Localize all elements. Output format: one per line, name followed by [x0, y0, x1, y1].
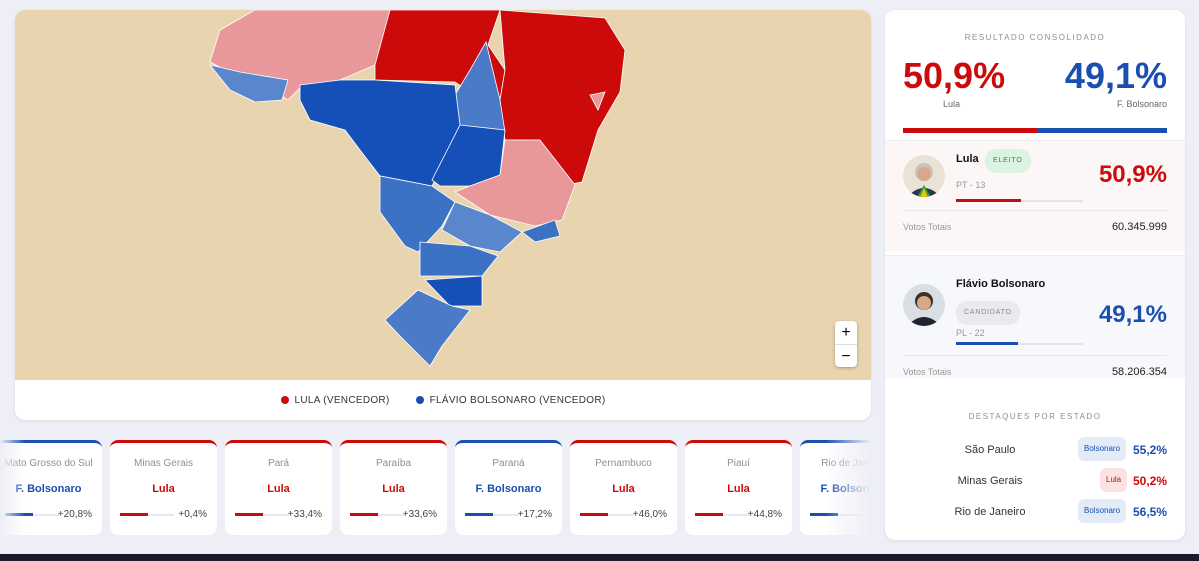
zoom-in[interactable]: + [835, 321, 857, 345]
state-card: Pará Lula +33,4% [225, 440, 332, 535]
state-name: Mato Grosso do Sul [4, 458, 93, 469]
state-winner: Lula [612, 483, 635, 495]
share-bar [956, 342, 1019, 345]
candidate-share: 49,1% [1098, 301, 1167, 328]
summary-bar [903, 128, 1038, 133]
share-track [956, 343, 1083, 345]
summary-share: 49,1% [1064, 55, 1167, 96]
legend-item: LULA (VENCEDOR) [280, 394, 390, 406]
highlight-share: 56,5% [1132, 505, 1167, 519]
candidate-party: PL - 22 [956, 328, 985, 338]
highlight-winner: Bolsonaro [1078, 499, 1127, 523]
state-winner: Lula [267, 483, 290, 495]
state-card: Paraíba Lula +33,6% [340, 440, 447, 535]
candidate-share: 50,9% [1098, 161, 1167, 188]
map-card: + − LULA (VENCEDOR) FLÁVIO BOLSONARO (VEN… [15, 10, 871, 420]
summary-name: F. Bolsonaro [1116, 99, 1167, 109]
state-name: Paraíba [375, 458, 412, 469]
state-card: Piauí Lula +44,8% [685, 440, 792, 535]
summary-share: 50,9% [903, 55, 1006, 96]
candidate-photo [903, 284, 945, 326]
state-winner: Lula [152, 483, 175, 495]
state-winner: F. Bolsonaro [15, 483, 82, 495]
state-margin: +46,0% [632, 509, 667, 520]
candidate-party: PT - 13 [956, 180, 986, 190]
legend-dot [280, 396, 289, 404]
candidate-name: Lula [956, 153, 979, 165]
divider [903, 355, 1167, 356]
margin-bar [120, 513, 148, 516]
votes-label: Votos Totais [903, 222, 952, 232]
map [15, 10, 871, 380]
state-card: Paraná F. Bolsonaro +17,2% [455, 440, 562, 535]
state-margin: +20,8% [57, 509, 92, 520]
votes: 60.345.999 [1111, 221, 1167, 233]
legend-item: FLÁVIO BOLSONARO (VENCEDOR) [415, 394, 606, 406]
votes-label: Votos Totais [903, 367, 952, 377]
candidate-card: Lula ELEITO PT - 13 50,9% Votos Totais 60.345… [885, 140, 1185, 251]
margin-bar [350, 513, 378, 516]
state-name: Piauí [727, 458, 750, 469]
legend-label: LULA (VENCEDOR) [294, 394, 390, 406]
state-card: Pernambuco Lula +46,0% [570, 440, 677, 535]
candidate-card: Flávio Bolsonaro CANDIDATO PL - 22 49,1% Vot… [885, 255, 1185, 378]
candidate-name: Flávio Bolsonaro [956, 278, 1046, 290]
zoom-controls: + − [835, 321, 857, 367]
highlight-state: São Paulo [964, 444, 1016, 456]
candidate-status: CANDIDATO [956, 301, 1020, 325]
divider [903, 210, 1167, 211]
state-margin: +17,2% [517, 509, 552, 520]
summary-name: Lula [943, 99, 961, 109]
margin-bar [235, 513, 263, 516]
candidate-status: ELEITO [985, 149, 1031, 173]
legend-dot [415, 396, 424, 404]
summary-title: RESULTADO CONSOLIDADO [964, 33, 1106, 42]
screen-edge [0, 554, 1199, 561]
share-bar [956, 199, 1021, 202]
state-winner: Lula [382, 483, 405, 495]
state-name: Pernambuco [595, 458, 652, 469]
state-card: Minas Gerais Lula +0,4% [110, 440, 217, 535]
margin-bar [580, 513, 608, 516]
state-winner: F. Bolsonaro [475, 483, 542, 495]
state-margin: +0,4% [178, 509, 207, 520]
avatar [907, 163, 941, 197]
candidate-photo [903, 155, 945, 197]
margin-bar [695, 513, 723, 516]
highlight-winner: Lula [1100, 468, 1128, 492]
highlights-title: DESTAQUES POR ESTADO [968, 412, 1102, 421]
margin-bar [465, 513, 493, 516]
avatar [907, 292, 941, 326]
state-cards: Mato Grosso do Sul F. Bolsonaro +20,8% Mina… [0, 440, 870, 535]
legend: LULA (VENCEDOR) FLÁVIO BOLSONARO (VENCEDO… [15, 380, 871, 420]
highlight-winner: Bolsonaro [1078, 437, 1127, 461]
highlight-state: Rio de Janeiro [954, 506, 1026, 518]
legend-label: FLÁVIO BOLSONARO (VENCEDOR) [429, 394, 606, 406]
state-name: Minas Gerais [134, 458, 193, 469]
highlight-share: 55,2% [1132, 443, 1167, 457]
summary-bar [1037, 128, 1167, 133]
state-winner: Lula [727, 483, 750, 495]
margin-bar [810, 513, 838, 516]
highlight-state: Minas Gerais [957, 475, 1023, 487]
results-panel: RESULTADO CONSOLIDADO 50,9% Lula 49,1% F. B… [885, 10, 1185, 540]
highlight-share: 50,2% [1132, 474, 1167, 488]
state-margin: +44,8% [747, 509, 782, 520]
state-name: Paraná [492, 458, 525, 469]
state-margin: +33,6% [402, 509, 437, 520]
votes: 58.206.354 [1111, 366, 1167, 378]
state-name: Pará [267, 458, 290, 469]
zoom-out[interactable]: − [841, 348, 851, 365]
state-margin: +33,4% [287, 509, 322, 520]
